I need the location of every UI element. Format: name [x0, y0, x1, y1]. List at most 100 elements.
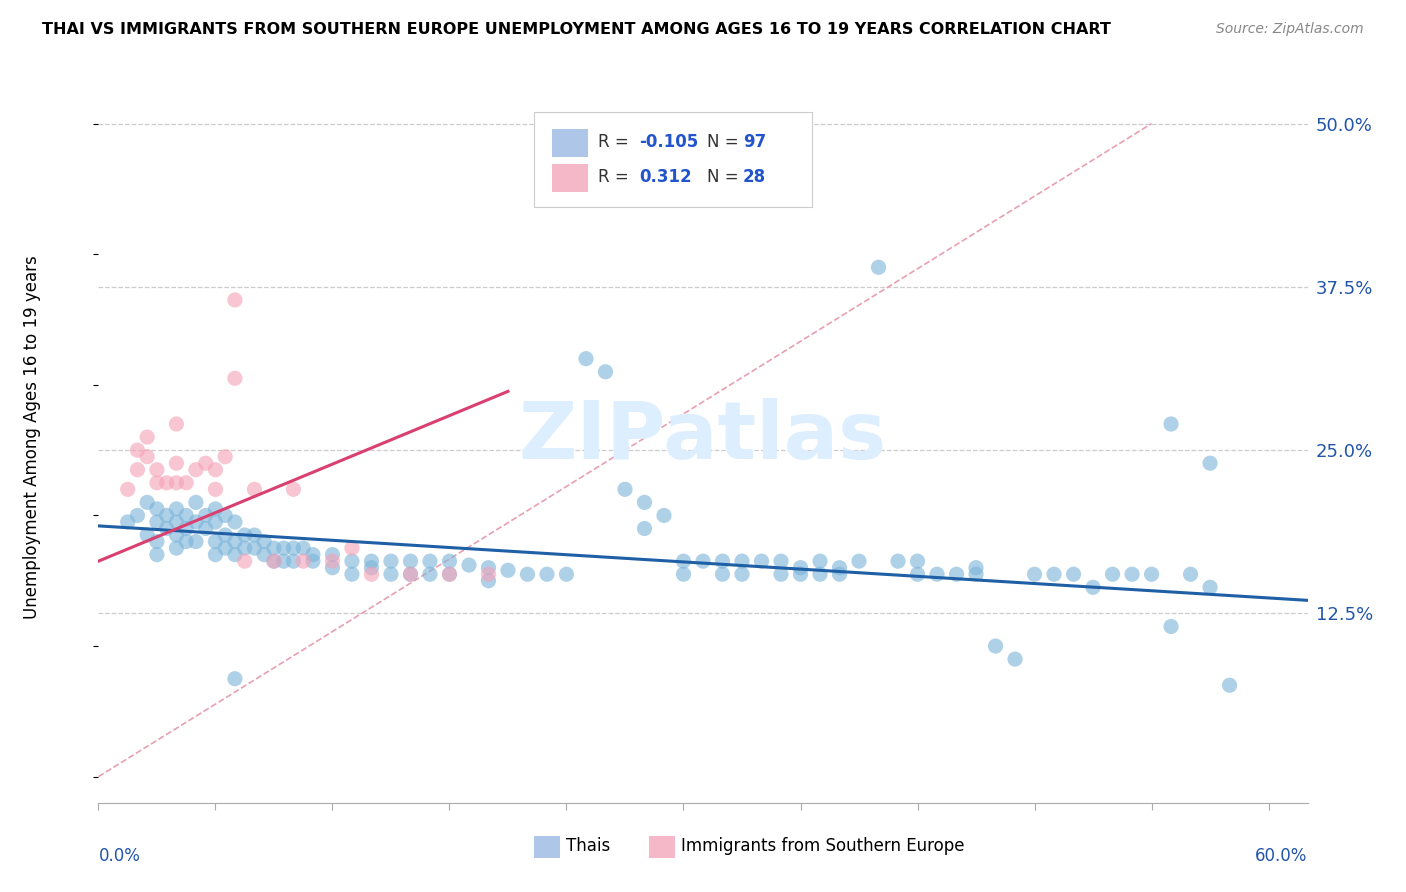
- Text: Unemployment Among Ages 16 to 19 years: Unemployment Among Ages 16 to 19 years: [22, 255, 41, 619]
- Point: [214, 541, 236, 555]
- Text: Source: ZipAtlas.com: Source: ZipAtlas.com: [1216, 22, 1364, 37]
- Point: [204, 463, 226, 477]
- Point: [302, 548, 325, 562]
- Point: [156, 521, 179, 535]
- Point: [965, 567, 987, 582]
- Point: [340, 567, 363, 582]
- Point: [419, 567, 441, 582]
- Point: [828, 560, 851, 574]
- Point: [614, 483, 637, 497]
- Point: [263, 554, 285, 568]
- Point: [283, 483, 305, 497]
- Point: [174, 508, 197, 523]
- Point: [808, 554, 831, 568]
- Point: [672, 554, 695, 568]
- Text: 0.312: 0.312: [638, 169, 692, 186]
- Point: [1140, 567, 1163, 582]
- Point: [907, 567, 929, 582]
- Point: [127, 463, 149, 477]
- Point: [516, 567, 538, 582]
- Point: [419, 554, 441, 568]
- Point: [925, 567, 948, 582]
- Point: [165, 456, 187, 470]
- Point: [243, 483, 266, 497]
- Point: [340, 554, 363, 568]
- Point: [253, 548, 276, 562]
- Point: [146, 534, 169, 549]
- Point: [165, 417, 187, 431]
- Point: [439, 567, 461, 582]
- Point: [458, 558, 481, 573]
- Point: [273, 554, 295, 568]
- Point: [439, 567, 461, 582]
- Point: [789, 567, 811, 582]
- Point: [224, 293, 246, 307]
- Point: [184, 534, 207, 549]
- FancyBboxPatch shape: [534, 836, 561, 858]
- Point: [194, 456, 217, 470]
- Point: [136, 495, 159, 509]
- Point: [146, 548, 169, 562]
- Point: [1199, 456, 1222, 470]
- Text: Immigrants from Southern Europe: Immigrants from Southern Europe: [682, 837, 965, 855]
- Point: [292, 541, 315, 555]
- Text: 0.0%: 0.0%: [98, 847, 141, 864]
- Point: [945, 567, 967, 582]
- Point: [1063, 567, 1085, 582]
- Point: [477, 567, 499, 582]
- Point: [1121, 567, 1143, 582]
- Point: [1180, 567, 1202, 582]
- Text: ZIPatlas: ZIPatlas: [519, 398, 887, 476]
- Point: [204, 534, 226, 549]
- Point: [204, 515, 226, 529]
- Text: Thais: Thais: [567, 837, 610, 855]
- Point: [224, 515, 246, 529]
- Point: [136, 430, 159, 444]
- Point: [184, 463, 207, 477]
- Point: [399, 554, 422, 568]
- Point: [321, 554, 343, 568]
- FancyBboxPatch shape: [534, 112, 811, 207]
- Point: [233, 554, 256, 568]
- Point: [127, 443, 149, 458]
- Point: [165, 502, 187, 516]
- Point: [1160, 417, 1182, 431]
- Point: [360, 567, 382, 582]
- Text: N =: N =: [707, 169, 744, 186]
- Text: R =: R =: [598, 133, 634, 152]
- Text: R =: R =: [598, 169, 634, 186]
- Text: 97: 97: [742, 133, 766, 152]
- Point: [184, 495, 207, 509]
- Point: [321, 548, 343, 562]
- Point: [214, 508, 236, 523]
- Point: [399, 567, 422, 582]
- Point: [174, 521, 197, 535]
- Point: [907, 554, 929, 568]
- Point: [1160, 619, 1182, 633]
- Point: [1024, 567, 1046, 582]
- Point: [184, 515, 207, 529]
- Point: [165, 515, 187, 529]
- Point: [146, 463, 169, 477]
- Point: [595, 365, 617, 379]
- Point: [965, 560, 987, 574]
- Point: [868, 260, 890, 275]
- Point: [224, 371, 246, 385]
- Point: [156, 475, 179, 490]
- Point: [731, 567, 754, 582]
- Text: N =: N =: [707, 133, 744, 152]
- Point: [652, 508, 675, 523]
- Point: [273, 541, 295, 555]
- Point: [711, 554, 734, 568]
- Point: [789, 560, 811, 574]
- Point: [340, 541, 363, 555]
- Point: [399, 567, 422, 582]
- Point: [439, 554, 461, 568]
- Point: [146, 515, 169, 529]
- Point: [1199, 580, 1222, 594]
- Point: [233, 541, 256, 555]
- Text: 60.0%: 60.0%: [1256, 847, 1308, 864]
- Point: [136, 450, 159, 464]
- Point: [165, 528, 187, 542]
- Point: [848, 554, 870, 568]
